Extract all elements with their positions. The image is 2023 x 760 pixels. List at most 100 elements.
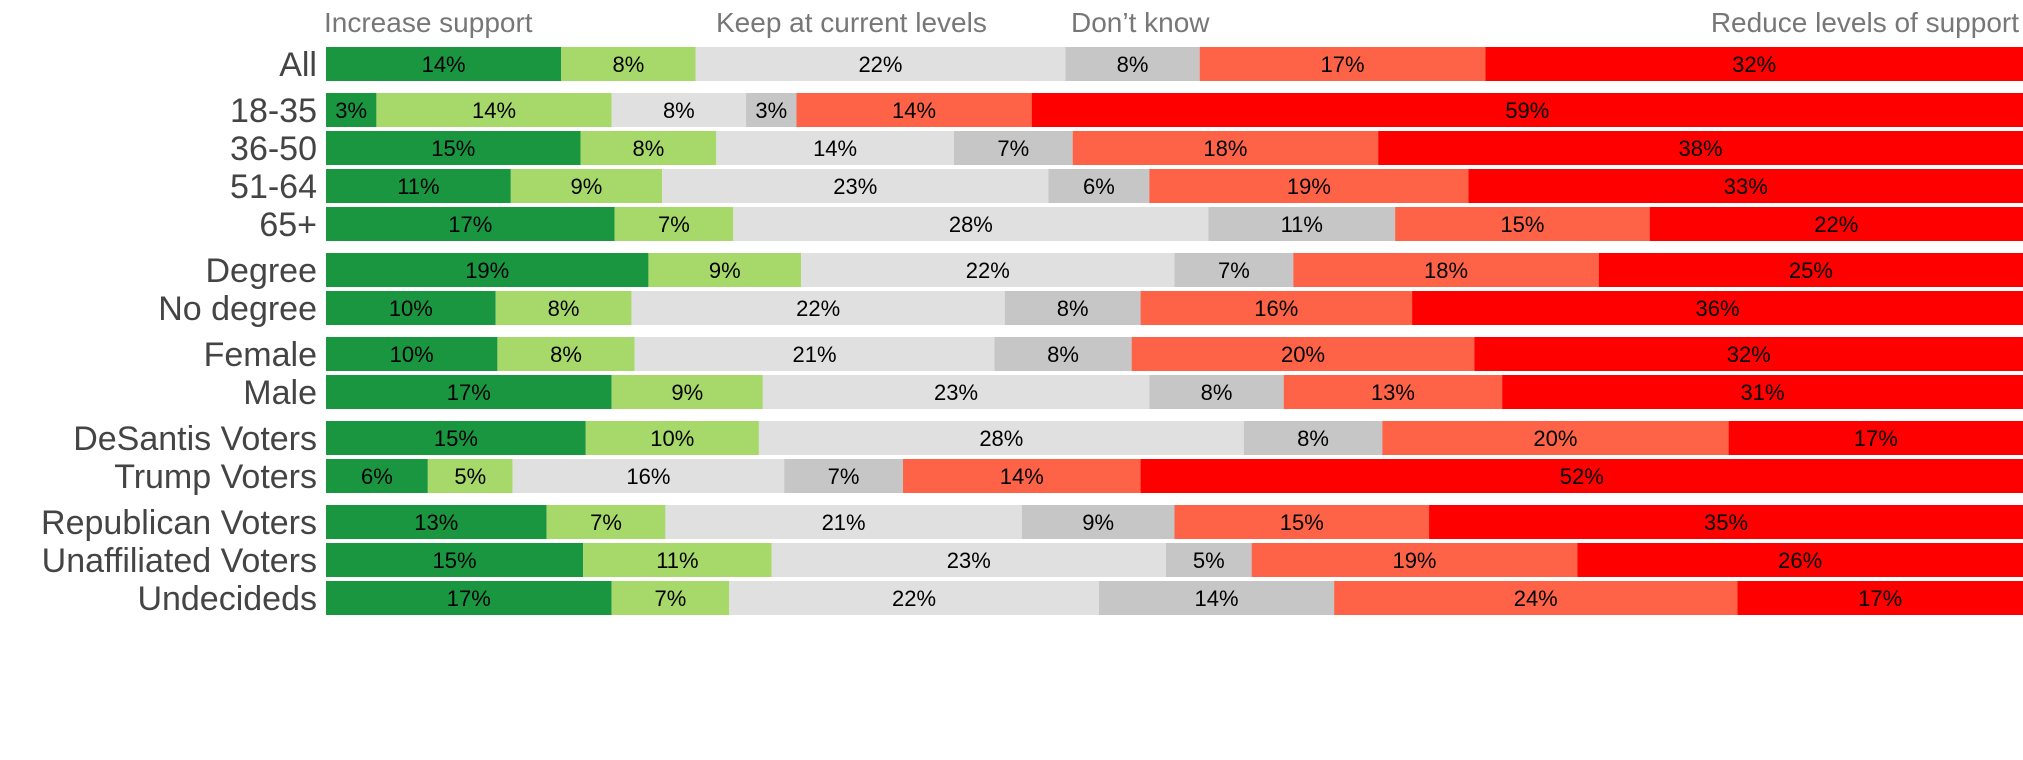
bar-segment-reduce_some bbox=[1382, 421, 1729, 455]
bar-segment-increase_some bbox=[583, 543, 772, 577]
data-label: 31% bbox=[1741, 380, 1785, 405]
data-label: 20% bbox=[1281, 342, 1325, 367]
bar-segment-reduce_some bbox=[1251, 543, 1578, 577]
data-label: 20% bbox=[1533, 426, 1577, 451]
bar-segment-increase_strong bbox=[326, 131, 581, 165]
bar-segment-dont_know bbox=[784, 459, 903, 493]
data-label: 7% bbox=[658, 212, 690, 237]
bar-segment-increase_strong bbox=[326, 505, 547, 539]
bar-segment-reduce_strong bbox=[1728, 421, 2023, 455]
data-label: 11% bbox=[397, 174, 439, 199]
bar-segment-dont_know bbox=[1065, 47, 1200, 81]
bar-row-republican-voters: Republican Voters 13% 7% 21% 9% 15% 35% bbox=[41, 504, 2023, 542]
bar-segment-keep bbox=[733, 207, 1209, 241]
data-label: 8% bbox=[613, 52, 645, 77]
bar-segment-dont_know bbox=[1165, 543, 1252, 577]
bar-segment-reduce_strong bbox=[1502, 375, 2023, 409]
bar-segment-dont_know bbox=[1208, 207, 1396, 241]
bar-segment-increase_some bbox=[611, 375, 763, 409]
bar-segment-reduce_some bbox=[1395, 207, 1650, 241]
data-label: 15% bbox=[433, 548, 477, 573]
bar-segment-reduce_strong bbox=[1378, 131, 2023, 165]
bar-segment-increase_some bbox=[376, 93, 612, 127]
bar-segment-keep bbox=[662, 169, 1049, 203]
bar-segment-dont_know bbox=[1149, 375, 1284, 409]
bar-segment-reduce_strong bbox=[1485, 47, 2023, 81]
data-label: 3% bbox=[755, 98, 787, 123]
bar-segment-reduce_some bbox=[1293, 253, 1599, 287]
bar-segment-increase_some bbox=[497, 337, 635, 371]
bar-segment-reduce_strong bbox=[1474, 337, 2023, 371]
bar-segment-dont_know bbox=[1048, 169, 1150, 203]
bar-row-female: Female 10% 8% 21% 8% 20% 32% bbox=[204, 336, 2023, 374]
data-label: 25% bbox=[1789, 258, 1833, 283]
data-label: 18% bbox=[1424, 258, 1468, 283]
data-label: 19% bbox=[465, 258, 509, 283]
bar-segment-dont_know bbox=[1098, 581, 1335, 615]
bar-segment-reduce_strong bbox=[1737, 581, 2023, 615]
data-label: 28% bbox=[979, 426, 1023, 451]
data-label: 8% bbox=[550, 342, 582, 367]
data-label: 22% bbox=[796, 296, 840, 321]
bar-segment-reduce_some bbox=[1131, 337, 1475, 371]
data-label: 8% bbox=[663, 98, 695, 123]
bar-segment-increase_strong bbox=[326, 421, 586, 455]
data-label: 8% bbox=[1047, 342, 1079, 367]
data-label: 19% bbox=[1392, 548, 1436, 573]
bar-segment-reduce_some bbox=[902, 459, 1141, 493]
bar-segment-reduce_strong bbox=[1031, 93, 2023, 127]
bar-segment-increase_some bbox=[495, 291, 632, 325]
bar-row-36-50: 36-50 15% 8% 14% 7% 18% 38% bbox=[230, 130, 2023, 168]
bar-segment-reduce_some bbox=[796, 93, 1032, 127]
data-label: 22% bbox=[892, 586, 936, 611]
data-label: 10% bbox=[390, 342, 434, 367]
bar-segment-keep bbox=[665, 505, 1022, 539]
data-label: 14% bbox=[422, 52, 466, 77]
data-label: 8% bbox=[1117, 52, 1149, 77]
bar-segment-increase_strong bbox=[326, 207, 615, 241]
legend-label-reduce_strong: Reduce levels of support bbox=[1711, 7, 2019, 38]
bar-segment-keep bbox=[611, 93, 747, 127]
data-label: 7% bbox=[828, 464, 860, 489]
bar-segment-increase_some bbox=[585, 421, 759, 455]
bar-segment-keep bbox=[729, 581, 1099, 615]
data-label: 6% bbox=[1083, 174, 1115, 199]
bar-segment-dont_know bbox=[1243, 421, 1383, 455]
data-label: 16% bbox=[626, 464, 670, 489]
row-label: Republican Voters bbox=[41, 504, 317, 542]
bar-segment-reduce_strong bbox=[1140, 459, 2023, 493]
bar-segment-dont_know bbox=[953, 131, 1073, 165]
row-label: No degree bbox=[158, 290, 317, 328]
data-label: 7% bbox=[997, 136, 1029, 161]
bar-segment-dont_know bbox=[746, 93, 797, 127]
row-label: 18-35 bbox=[230, 92, 317, 130]
data-label: 23% bbox=[934, 380, 978, 405]
data-label: 15% bbox=[434, 426, 478, 451]
bar-segment-keep bbox=[695, 47, 1066, 81]
bar-segment-keep bbox=[631, 291, 1005, 325]
data-label: 33% bbox=[1724, 174, 1768, 199]
bar-segment-reduce_some bbox=[1149, 169, 1469, 203]
data-label: 13% bbox=[414, 510, 458, 535]
data-label: 36% bbox=[1696, 296, 1740, 321]
bar-row-18-35: 18-35 3% 14% 8% 3% 14% 59% bbox=[230, 92, 2023, 130]
bar-segment-increase_some bbox=[427, 459, 513, 493]
bar-row-65: 65+ 17% 7% 28% 11% 15% 22% bbox=[259, 206, 2023, 244]
data-label: 16% bbox=[1254, 296, 1298, 321]
bar-row-all: All 14% 8% 22% 8% 17% 32% bbox=[279, 46, 2023, 84]
bar-segment-increase_some bbox=[510, 169, 663, 203]
data-label: 7% bbox=[1218, 258, 1250, 283]
bar-segment-increase_strong bbox=[326, 93, 377, 127]
bar-segment-keep bbox=[762, 375, 1150, 409]
row-label: Trump Voters bbox=[114, 458, 317, 496]
data-label: 32% bbox=[1727, 342, 1771, 367]
data-label: 17% bbox=[447, 380, 491, 405]
bar-row-degree: Degree 19% 9% 22% 7% 18% 25% bbox=[205, 252, 2023, 290]
data-label: 14% bbox=[813, 136, 857, 161]
legend-label-dont_know: Don’t know bbox=[1071, 7, 1210, 38]
data-label: 8% bbox=[1297, 426, 1329, 451]
bar-row-male: Male 17% 9% 23% 8% 13% 31% bbox=[243, 374, 2023, 412]
bar-segment-reduce_strong bbox=[1598, 253, 2023, 287]
bar-segment-keep bbox=[758, 421, 1244, 455]
